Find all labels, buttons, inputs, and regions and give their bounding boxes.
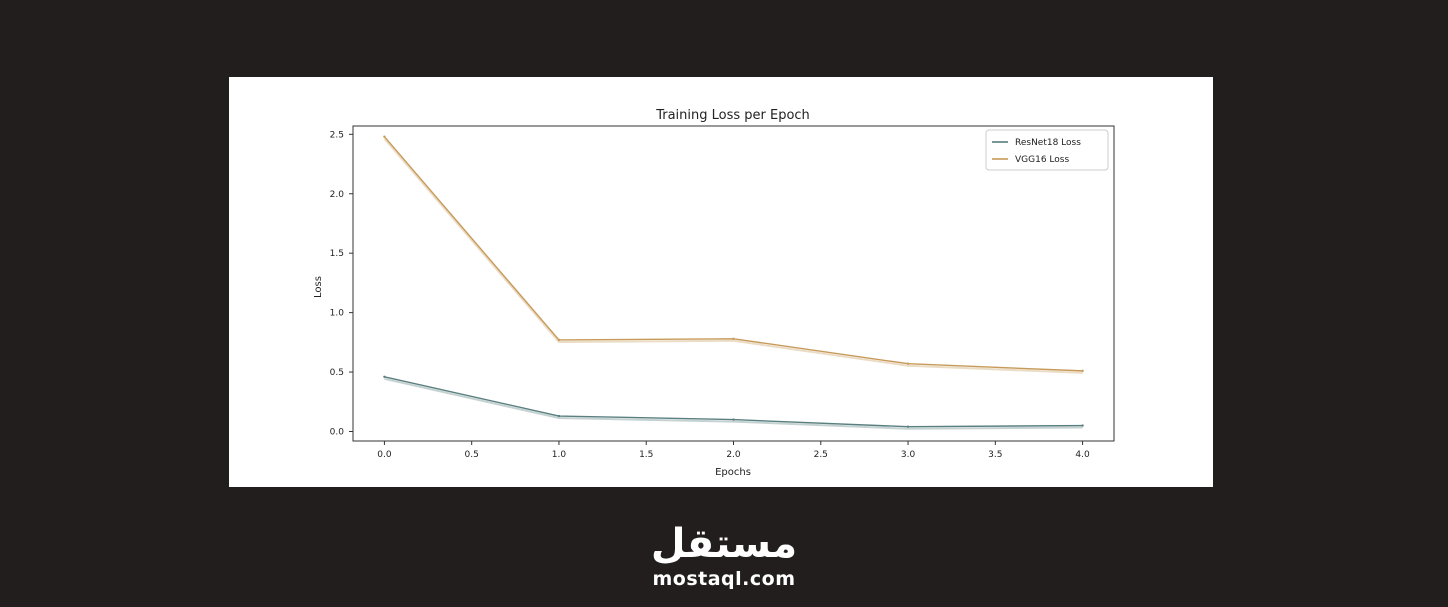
y-tick-label: 2.5 (330, 130, 344, 140)
x-tick-label: 0.5 (465, 450, 479, 460)
y-tick-label: 0.0 (330, 427, 345, 437)
x-tick-label: 2.0 (726, 450, 741, 460)
data-point (906, 362, 910, 365)
data-point (557, 338, 561, 342)
data-point (906, 425, 910, 428)
chart-title: Training Loss per Epoch (655, 108, 810, 123)
chart-panel: Training Loss per Epoch Loss Epochs 0.0 0… (229, 77, 1213, 487)
line-chart: Training Loss per Epoch Loss Epochs 0.0 0… (313, 108, 1115, 478)
legend-label: VGG16 Loss (1015, 155, 1069, 165)
series-line-glow (384, 377, 1083, 430)
brand-url: mostaql.com (652, 568, 796, 590)
y-axis-label: Loss (313, 276, 324, 298)
x-tick-label: 3.5 (988, 450, 1002, 460)
y-tick-label: 2.0 (330, 190, 345, 200)
y-tick-label: 1.5 (330, 249, 344, 259)
series-line-2 (383, 136, 1083, 372)
legend: ResNet18 Loss VGG16 Loss (985, 129, 1109, 171)
mostaql-logo: مستقل mostaql.com (624, 522, 824, 590)
data-point (557, 414, 561, 418)
y-tick-label: 1.0 (330, 309, 345, 319)
series-line-glow (383, 138, 1083, 374)
x-axis-label: Epochs (715, 467, 751, 478)
x-tick-label: 3.0 (901, 450, 916, 460)
legend-label: ResNet18 Loss (1015, 138, 1081, 148)
x-tick-label: 1.5 (639, 450, 653, 460)
x-tick-label: 2.5 (814, 450, 828, 460)
data-point (732, 337, 735, 340)
plot-area: 0.0 0.5 1.0 1.5 2.0 2.5 3.0 3.5 4.0 0.0 0.5 1.0 1.5 2… (330, 125, 1115, 460)
plot-frame (352, 125, 1115, 442)
x-tick-label: 0.0 (377, 450, 392, 460)
data-point (383, 135, 386, 138)
legend-box (985, 129, 1109, 171)
data-point (1081, 424, 1084, 427)
y-tick-label: 0.5 (330, 368, 344, 378)
data-point (732, 418, 735, 421)
x-tick-label: 1.0 (552, 450, 567, 460)
x-tick-label: 4.0 (1075, 450, 1090, 460)
brand-arabic-wordmark: مستقل (650, 521, 798, 567)
data-point (1081, 369, 1084, 373)
data-point (383, 375, 386, 379)
